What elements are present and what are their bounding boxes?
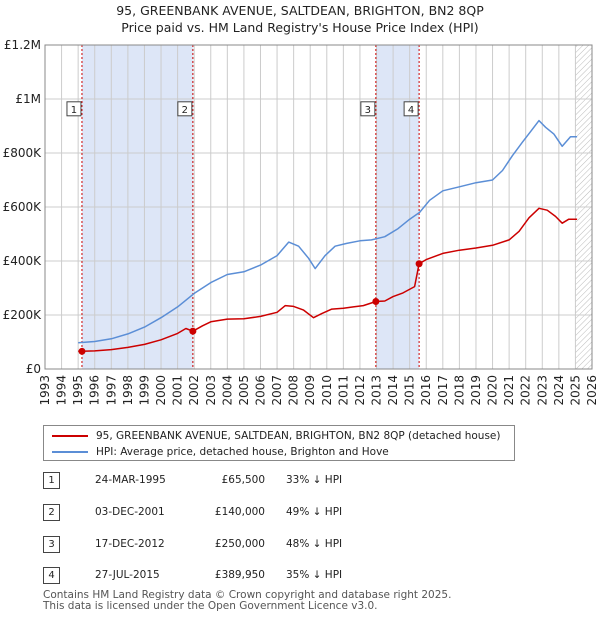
row-date: 03-DEC-2001: [95, 506, 165, 518]
row-date: 24-MAR-1995: [95, 474, 166, 486]
row-price: £250,000: [214, 538, 265, 550]
legend-swatch-hpi: [52, 451, 88, 453]
x-tick-label: 1999: [137, 375, 151, 406]
x-tick-label: 2014: [386, 375, 400, 406]
sale-marker-label: 2: [182, 105, 188, 116]
sale-marker-label: 4: [408, 105, 414, 116]
chart-title: 95, GREENBANK AVENUE, SALTDEAN, BRIGHTON…: [0, 2, 600, 36]
hpi-line: [78, 119, 578, 344]
row-marker-badge: 4: [43, 567, 60, 584]
x-tick-label: 2018: [452, 375, 466, 406]
sale-marker-box: [360, 101, 376, 117]
x-tick-label: 2007: [270, 375, 284, 406]
x-tick-label: 2010: [320, 375, 334, 406]
row-marker-badge: 3: [43, 536, 60, 553]
row-price: £389,950: [214, 569, 265, 581]
table-row: 4 27-JUL-2015 £389,950 35% ↓ HPI: [43, 565, 563, 585]
x-tick-label: 2005: [237, 375, 251, 406]
x-tick-label: 2002: [187, 375, 201, 406]
row-price: £140,000: [214, 506, 265, 518]
sale-marker-box: [403, 101, 419, 117]
y-tick-label: £200K: [3, 308, 43, 322]
chart-title-line2: Price paid vs. HM Land Registry's House …: [121, 20, 479, 35]
row-hpi-diff: 48% ↓ HPI: [286, 538, 343, 550]
table-row: 3 17-DEC-2012 £250,000 48% ↓ HPI: [43, 534, 563, 554]
x-tick-label: 1997: [104, 375, 118, 406]
plot-frame: [44, 44, 593, 370]
property-price-line: [78, 207, 578, 353]
x-tick-label: 2013: [370, 375, 384, 406]
x-tick-label: 2001: [171, 375, 185, 406]
sale-marker-label: 3: [365, 105, 371, 116]
footer: Contains HM Land Registry data © Crown c…: [43, 590, 451, 612]
x-tick-label: 2025: [568, 375, 582, 406]
footer-line1: Contains HM Land Registry data © Crown c…: [43, 589, 452, 601]
sale-marker-box: [66, 101, 82, 117]
x-tick-label: 2017: [436, 375, 450, 406]
y-tick-label: £1M: [15, 92, 41, 106]
row-date: 17-DEC-2012: [95, 538, 165, 550]
x-tick-label: 1995: [71, 375, 85, 406]
x-tick-label: 2009: [303, 375, 317, 406]
x-tick-label: 2023: [535, 375, 549, 406]
footer-line2: This data is licensed under the Open Gov…: [43, 600, 378, 612]
x-tick-label: 1998: [121, 375, 135, 406]
x-tick-label: 2015: [403, 375, 417, 406]
y-tick-label: £600K: [3, 200, 43, 214]
legend-swatch-property: [52, 435, 88, 437]
x-tick-label: 2016: [419, 375, 433, 406]
row-hpi-diff: 49% ↓ HPI: [286, 506, 343, 518]
x-tick-label: 2022: [519, 375, 533, 406]
legend-label-hpi: HPI: Average price, detached house, Brig…: [96, 446, 389, 458]
x-tick-label: 2021: [502, 375, 516, 406]
row-price: £65,500: [221, 474, 265, 486]
sale-point: [78, 347, 86, 355]
x-tick-label: 2003: [204, 375, 218, 406]
x-tick-label: 1993: [38, 375, 52, 406]
row-marker-badge: 1: [43, 472, 60, 489]
legend: 95, GREENBANK AVENUE, SALTDEAN, BRIGHTON…: [43, 425, 515, 461]
x-tick-label: 1996: [88, 375, 102, 406]
y-tick-label: £0: [26, 362, 41, 376]
x-tick-label: 2020: [486, 375, 500, 406]
x-tick-label: 2012: [353, 375, 367, 406]
legend-item-property: 95, GREENBANK AVENUE, SALTDEAN, BRIGHTON…: [52, 428, 500, 444]
sale-marker-label: 1: [71, 105, 77, 116]
x-tick-label: 2004: [220, 375, 234, 406]
x-tick-label: 2006: [253, 375, 267, 406]
sale-point: [372, 298, 380, 305]
row-date: 27-JUL-2015: [95, 569, 160, 581]
x-tick-label: 2011: [336, 375, 350, 406]
x-tick-label: 2000: [154, 375, 168, 406]
x-tick-label: 2019: [469, 375, 483, 406]
row-hpi-diff: 35% ↓ HPI: [286, 569, 343, 581]
x-tick-label: 2024: [552, 375, 566, 406]
chart-title-line1: 95, GREENBANK AVENUE, SALTDEAN, BRIGHTON…: [116, 3, 484, 18]
row-marker-badge: 2: [43, 504, 60, 521]
x-tick-label: 1994: [55, 375, 69, 406]
legend-label-property: 95, GREENBANK AVENUE, SALTDEAN, BRIGHTON…: [96, 430, 501, 442]
legend-item-hpi: HPI: Average price, detached house, Brig…: [52, 444, 389, 460]
x-tick-label: 2008: [287, 375, 301, 406]
y-tick-label: £400K: [3, 254, 43, 268]
table-row: 1 24-MAR-1995 £65,500 33% ↓ HPI: [43, 470, 563, 490]
sale-point: [189, 327, 197, 335]
sale-marker-box: [177, 101, 193, 117]
row-hpi-diff: 33% ↓ HPI: [286, 474, 343, 486]
y-tick-label: £800K: [3, 146, 43, 160]
y-tick-label: £1.2M: [4, 38, 41, 52]
x-tick-label: 2026: [585, 375, 599, 406]
table-row: 2 03-DEC-2001 £140,000 49% ↓ HPI: [43, 502, 563, 522]
sale-point: [415, 260, 423, 268]
